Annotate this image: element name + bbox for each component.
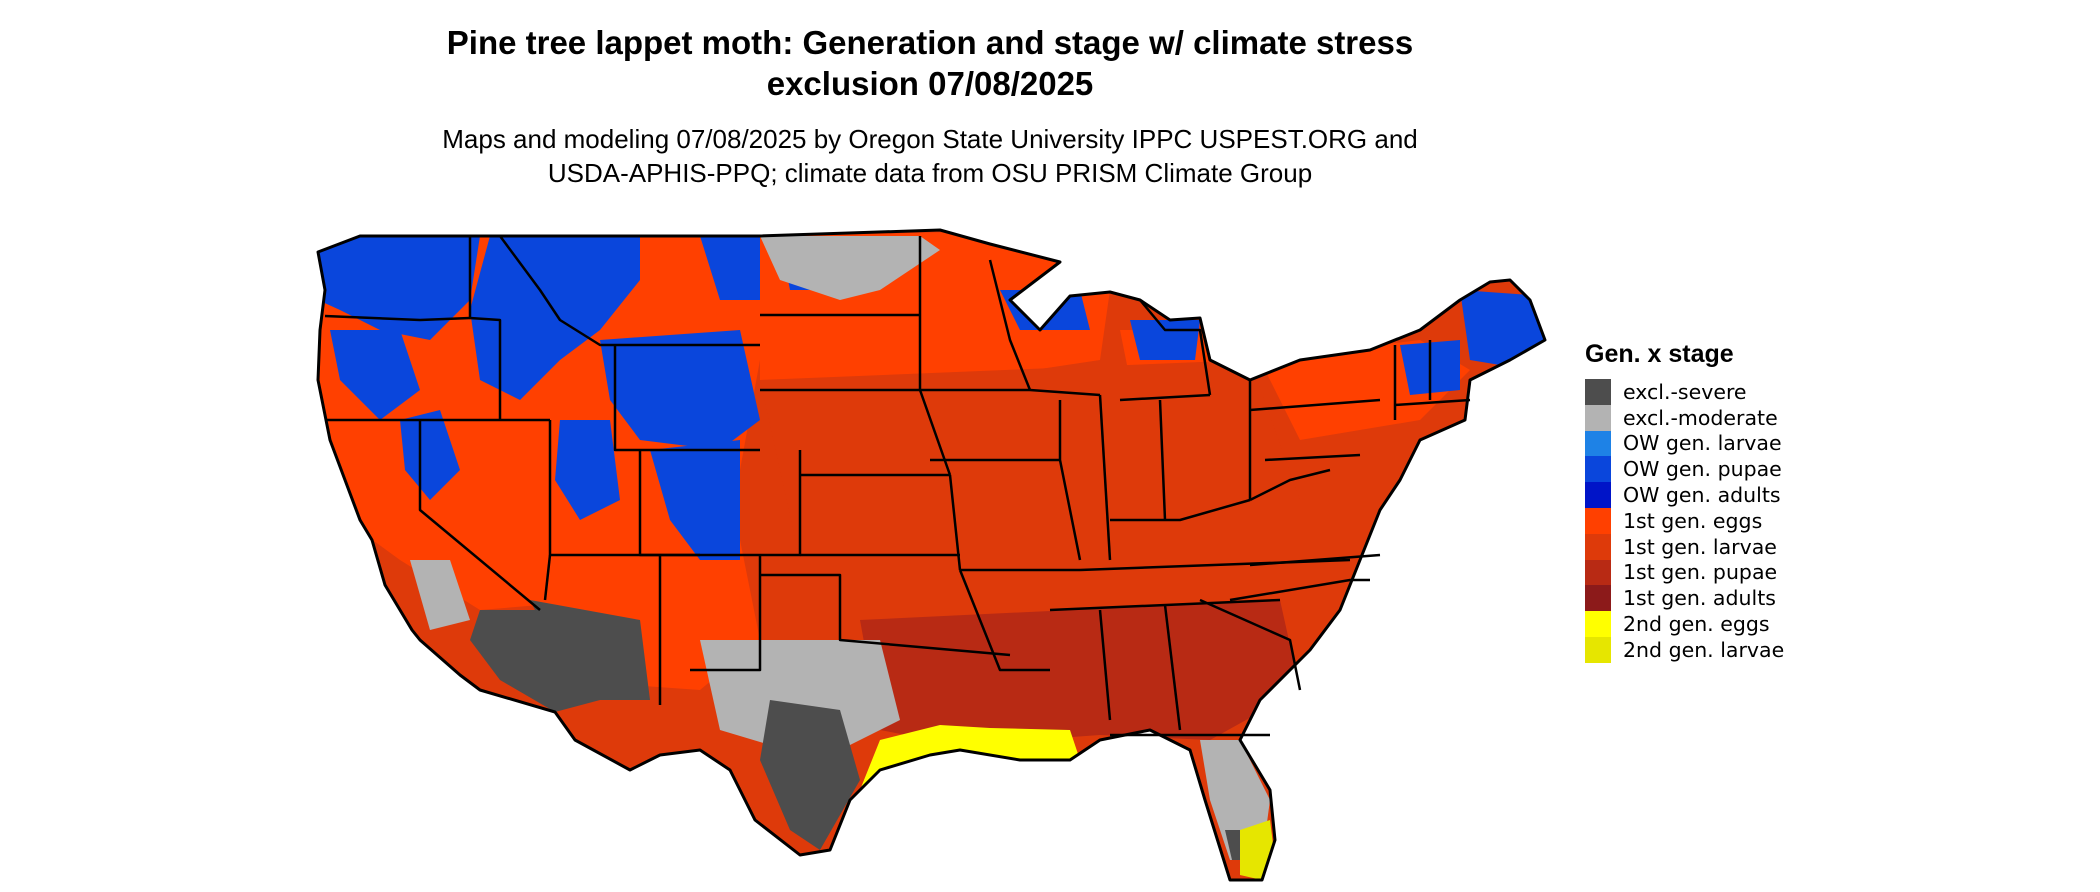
border-ca-nv	[418, 420, 541, 611]
border-pa-ny	[1249, 398, 1381, 412]
border-ma	[1394, 398, 1471, 407]
zone-excl-moderate-north	[760, 236, 940, 300]
zone-ow-pupae-oregon	[330, 330, 420, 420]
legend-label: excl.-moderate	[1623, 405, 1778, 430]
map-title-line-1: Pine tree lappet moth: Generation and st…	[446, 24, 1414, 61]
border-wv-va	[1249, 468, 1331, 502]
zone-2nd-gen-larvae-fl	[1240, 820, 1275, 880]
map-subtitle: Maps and modeling 07/08/2025 by Oregon S…	[360, 122, 1500, 190]
legend-item-1st-pupae: 1st gen. pupae	[1585, 559, 1784, 586]
zone-ow-pupae-mich	[1130, 320, 1200, 360]
map-subtitle-line-2: USDA-APHIS-PPQ; climate data from OSU PR…	[547, 158, 1313, 188]
legend-label: 2nd gen. eggs	[1623, 612, 1770, 637]
legend-item-ow-pupae: OW gen. pupae	[1585, 456, 1784, 483]
legend-item-excl-moderate: excl.-moderate	[1585, 404, 1784, 431]
border-nc-sc	[1229, 578, 1370, 602]
border-wi-il	[1029, 388, 1101, 397]
map-subtitle-line-1: Maps and modeling 07/08/2025 by Oregon S…	[442, 124, 1418, 154]
zone-2nd-gen-eggs-gulf	[860, 725, 1080, 790]
legend-swatch	[1585, 611, 1611, 637]
zone-ow-pupae-utah	[555, 420, 620, 520]
legend-item-excl-severe: excl.-severe	[1585, 379, 1784, 405]
legend-swatch	[1585, 507, 1611, 534]
border-il-mo	[1058, 400, 1082, 561]
border-co	[638, 450, 802, 557]
legend-label: 1st gen. larvae	[1623, 534, 1777, 559]
zone-ow-pupae-colorado	[650, 440, 740, 560]
zone-excl-moderate-ca	[410, 560, 470, 630]
legend-label: OW gen. adults	[1623, 483, 1781, 508]
border-in-oh	[1158, 399, 1167, 521]
border-va-nc	[1249, 553, 1381, 567]
border-al-ga	[1163, 604, 1182, 731]
legend-label: 1st gen. pupae	[1623, 560, 1778, 585]
border-mi-in-oh	[1119, 393, 1211, 402]
legend-item-ow-adults: OW gen. adults	[1585, 482, 1784, 508]
zone-ow-pupae-sierra	[400, 410, 460, 500]
border-pa-md	[1264, 453, 1361, 462]
border-id-west	[468, 236, 502, 420]
border-ne-ia	[918, 389, 952, 476]
border-ms-al	[1098, 609, 1112, 721]
border-mo-ks	[948, 474, 962, 571]
border-mi-peninsula	[1139, 299, 1212, 396]
legend-swatch	[1585, 404, 1611, 431]
legend-title: Gen. x stage	[1585, 340, 1734, 368]
us-outline	[316, 228, 1547, 882]
legend-item-1st-larvae: 1st gen. larvae	[1585, 533, 1784, 560]
legend-item-ow-larvae: OW gen. larvae	[1585, 430, 1784, 457]
zone-excl-severe-tx	[760, 700, 860, 850]
map-title-line-2: exclusion 07/08/2025	[766, 65, 1094, 102]
legend-item-2nd-larvae: 2nd gen. larvae	[1585, 636, 1785, 663]
legend-label: OW gen. pupae	[1623, 457, 1782, 482]
legend-swatch	[1585, 430, 1611, 457]
legend-swatch	[1585, 533, 1611, 560]
border-mt-id	[498, 235, 615, 347]
border-nv-az	[543, 554, 552, 601]
legend-swatch	[1585, 559, 1611, 586]
legend-swatch	[1585, 456, 1611, 483]
map-title: Pine tree lappet moth: Generation and st…	[380, 22, 1480, 104]
zone-ow-pupae-idaho	[470, 236, 640, 400]
border-ky-oh	[1110, 498, 1251, 522]
legend-item-1st-eggs: 1st gen. eggs	[1585, 507, 1784, 534]
zone-ow-pupae-montana	[700, 236, 760, 300]
legend-item-2nd-eggs: 2nd gen. eggs	[1585, 611, 1784, 637]
border-nm-tx	[690, 555, 762, 672]
legend-label: 1st gen. eggs	[1623, 508, 1763, 533]
zone-excl-severe-az	[530, 600, 650, 700]
legend-swatch	[1585, 636, 1611, 663]
legend-swatch	[1585, 379, 1611, 405]
zone-pupae-south	[860, 600, 1300, 745]
border-ga-sc	[1199, 598, 1302, 691]
zone-ow-pupae-wyoming	[600, 330, 760, 450]
legend: Gen. x stage excl.-severe excl.-moderate…	[1585, 340, 1784, 663]
legend-label: OW gen. larvae	[1623, 431, 1782, 456]
zone-ow-pupae-nw	[318, 236, 480, 340]
legend-label: excl.-severe	[1623, 379, 1747, 404]
legend-label: 1st gen. adults	[1623, 586, 1776, 611]
border-wa-or	[324, 314, 471, 322]
border-wy	[613, 345, 760, 452]
legend-label: 2nd gen. larvae	[1623, 637, 1785, 662]
legend-swatch	[1585, 585, 1611, 612]
border-ar-la	[958, 569, 1050, 672]
legend-swatch	[1585, 482, 1611, 508]
zone-ow-pupae-maine	[1460, 290, 1545, 365]
border-ok-tx	[760, 573, 1011, 657]
legend-item-1st-adults: 1st gen. adults	[1585, 585, 1784, 612]
border-il-in	[1098, 394, 1112, 561]
border-mn-wi	[988, 259, 1032, 391]
state-borders	[324, 235, 1471, 737]
